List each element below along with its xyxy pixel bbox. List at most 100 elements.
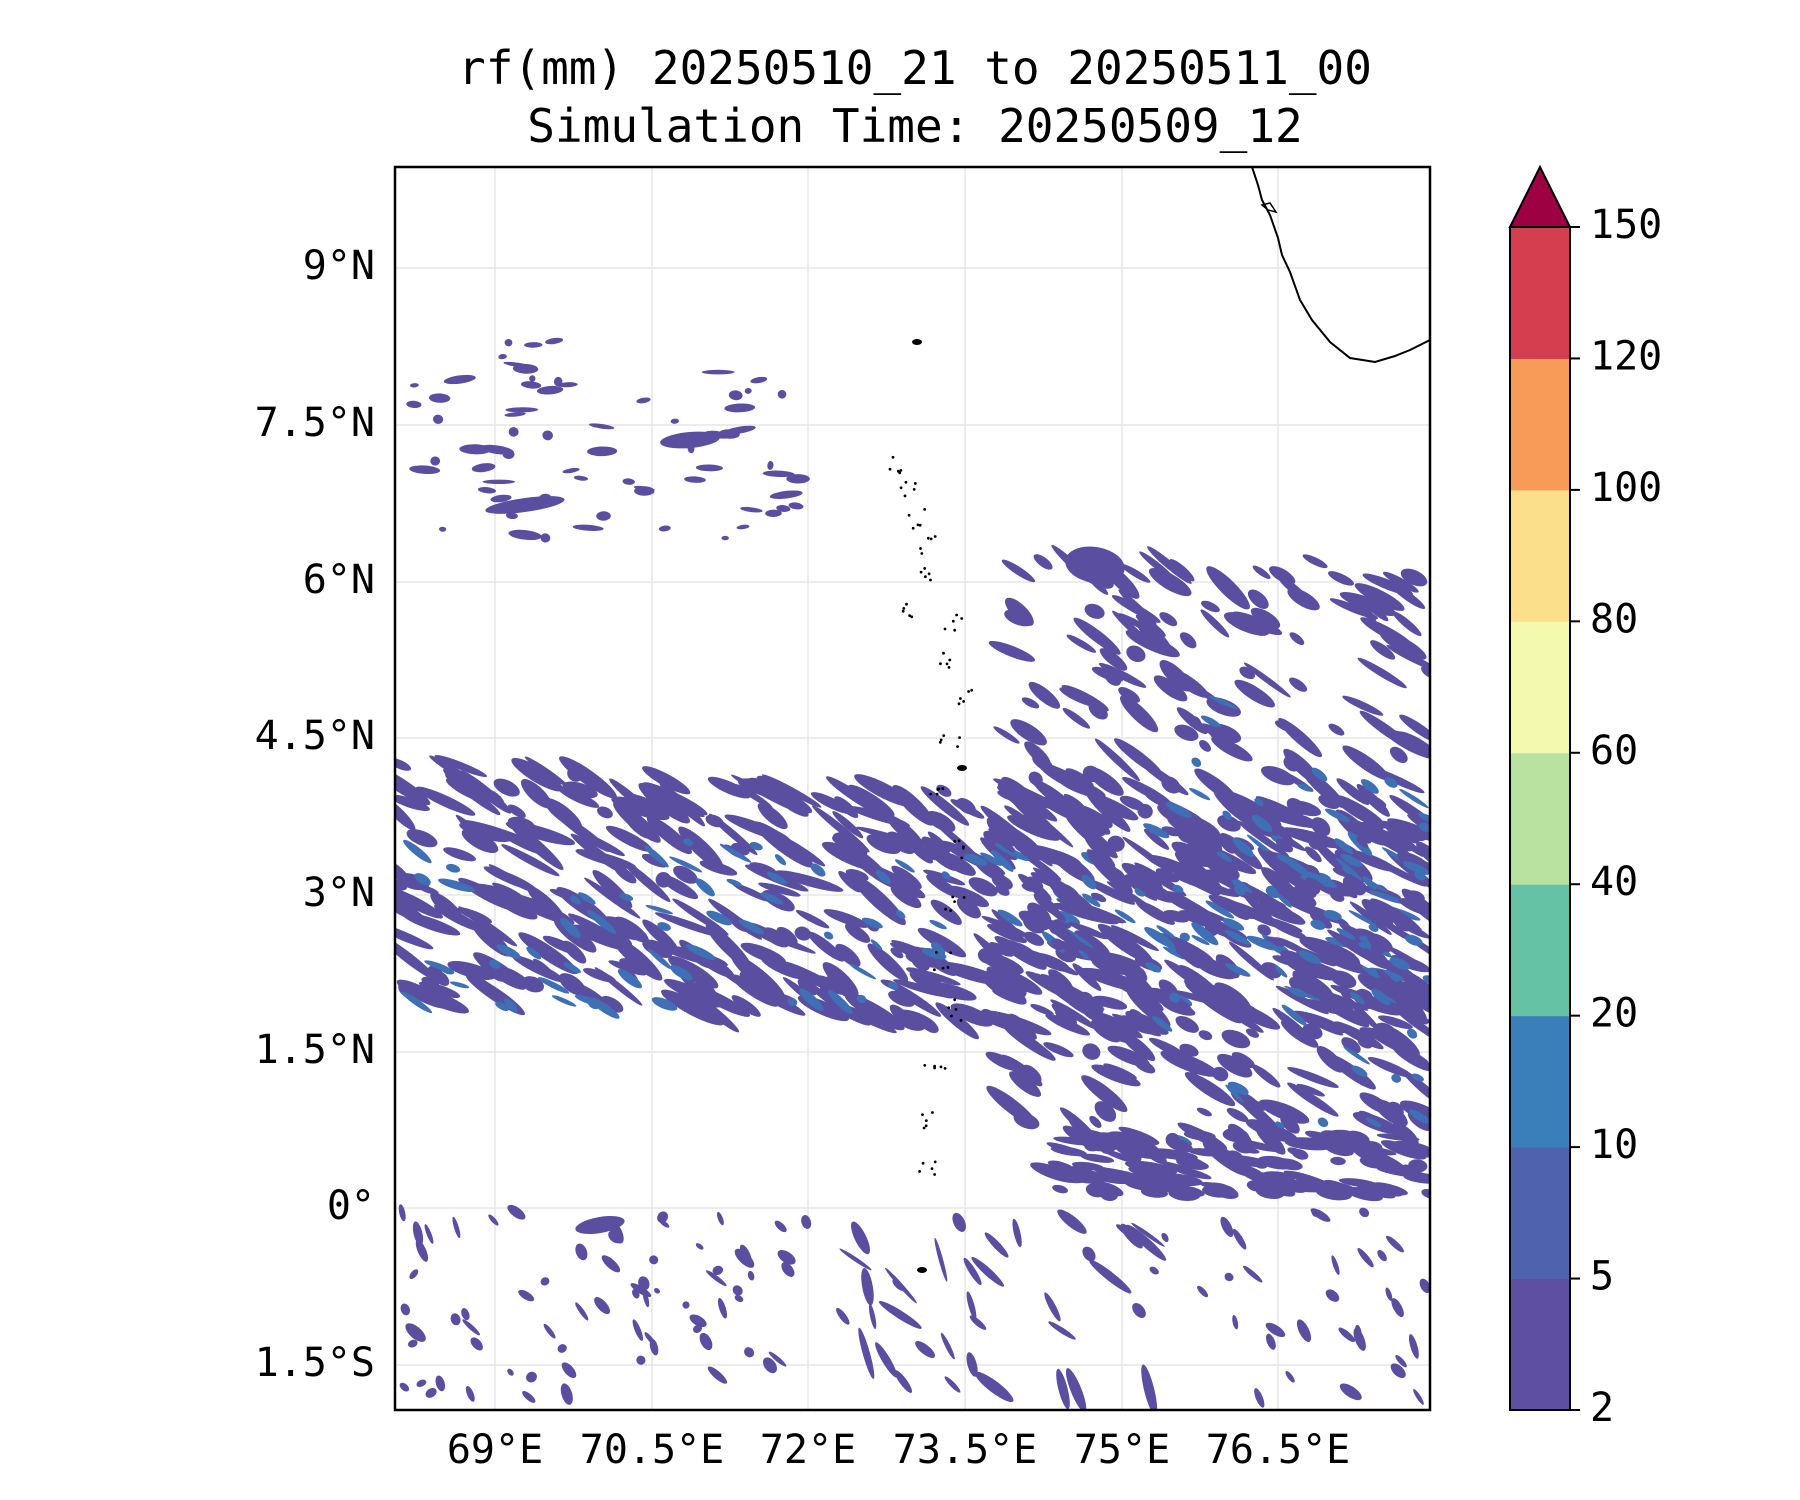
rain-cell	[592, 852, 631, 875]
rain-cell	[395, 934, 438, 981]
rain-cell	[498, 353, 507, 360]
rain-cell	[1280, 1020, 1319, 1048]
rain-cell	[1046, 1142, 1088, 1157]
rain-cell	[1023, 931, 1045, 946]
rain-cell	[1390, 1363, 1406, 1379]
rain-cell	[1199, 739, 1211, 752]
rain-cell	[1225, 1160, 1262, 1174]
rain-cell	[986, 816, 1020, 847]
rain-cell	[1226, 1107, 1249, 1123]
rain-cell	[395, 887, 443, 919]
map-gridlines	[395, 167, 1430, 1410]
rain-cell	[979, 971, 1027, 1005]
island-dot	[899, 486, 903, 490]
rain-cell	[1012, 1218, 1022, 1248]
rain-cell	[1367, 1056, 1414, 1078]
rain-cell	[1327, 929, 1379, 965]
rain-cell	[505, 512, 518, 520]
rain-cell	[765, 509, 782, 518]
rain-cell	[1104, 670, 1122, 686]
rain-cell	[1058, 777, 1106, 799]
rain-cell	[1311, 817, 1331, 837]
rain-cell	[1082, 893, 1101, 907]
rain-cell	[1302, 554, 1328, 569]
rain-cell	[867, 943, 909, 982]
island-dot	[921, 1113, 924, 1116]
rain-cell	[446, 863, 461, 873]
rain-cell	[786, 474, 810, 484]
rain-cell	[716, 1211, 724, 1226]
rain-cell	[1216, 789, 1272, 819]
rain-cell	[673, 865, 698, 884]
rain-cell	[1126, 1151, 1142, 1165]
rain-cell	[552, 810, 611, 853]
rain-cell	[1084, 995, 1104, 1014]
rain-cell	[747, 1270, 755, 1281]
rain-cell	[1171, 841, 1214, 868]
lon-tick-label: 73.5°E	[893, 1427, 1038, 1473]
rain-cell	[529, 375, 536, 382]
rain-cell	[660, 431, 720, 449]
rain-cell	[1041, 916, 1083, 949]
rain-cell	[1311, 767, 1328, 782]
island-dot	[949, 909, 952, 912]
rain-cell	[1281, 1004, 1308, 1027]
rain-cell	[1345, 1186, 1383, 1202]
rain-cell	[1298, 950, 1321, 965]
rain-cell	[395, 797, 416, 831]
island-dot	[948, 658, 952, 662]
rain-cell	[861, 1267, 874, 1306]
rain-cell	[997, 783, 1058, 822]
island-dot	[929, 578, 932, 582]
rain-cell	[726, 878, 742, 887]
rain-cell	[1365, 1117, 1382, 1128]
rain-cell	[844, 923, 871, 943]
rain-cell	[405, 1323, 426, 1342]
rain-cell	[1372, 990, 1397, 1004]
rain-cell	[728, 390, 743, 401]
rain-cell	[734, 1294, 744, 1303]
rain-cell	[1245, 1028, 1260, 1038]
rain-cell	[1359, 710, 1412, 749]
rain-cell	[400, 1303, 411, 1316]
rain-cell	[1107, 835, 1125, 852]
rain-cell	[1336, 857, 1362, 881]
rain-cell	[1184, 1072, 1236, 1107]
rain-cell	[761, 774, 822, 808]
island-dot	[916, 523, 920, 527]
rain-cell	[1329, 598, 1379, 620]
rain-cell	[1046, 905, 1066, 922]
rain-cell	[474, 883, 536, 907]
rain-cell	[1001, 559, 1036, 583]
rain-cell	[701, 369, 735, 375]
rain-cell	[964, 853, 988, 866]
rain-cell	[956, 797, 976, 815]
rain-cell	[1336, 928, 1356, 940]
rain-cell	[1144, 1148, 1198, 1161]
rain-cell	[966, 1352, 978, 1377]
rain-cell	[622, 478, 635, 485]
rain-cell	[732, 882, 772, 903]
rain-cell	[1200, 609, 1230, 638]
rain-cell	[654, 912, 723, 938]
rain-cell	[956, 897, 981, 919]
rain-cell	[1357, 1247, 1374, 1268]
island-dot	[888, 467, 892, 471]
island-dot	[939, 738, 943, 742]
rain-cell	[823, 909, 869, 928]
colorbar-level-label: 80	[1590, 596, 1638, 642]
rain-cell	[917, 927, 967, 958]
rain-cell	[980, 852, 1003, 866]
latitude-axis: 9°N 7.5°N 6°N 4.5°N 3°N 1.5°N 0° 1.5°S	[255, 243, 375, 1386]
rain-cell	[974, 1371, 1014, 1403]
rain-cell	[1094, 1101, 1117, 1122]
rain-cell	[572, 524, 604, 531]
rain-cell	[1196, 1107, 1212, 1117]
rain-cell	[505, 407, 539, 413]
rain-cell	[1219, 987, 1245, 1005]
rain-cell	[434, 754, 488, 778]
rain-cell	[424, 1224, 434, 1244]
rain-cell	[1217, 814, 1241, 832]
rain-cell	[1316, 1045, 1344, 1073]
rain-cell	[1149, 1266, 1159, 1275]
